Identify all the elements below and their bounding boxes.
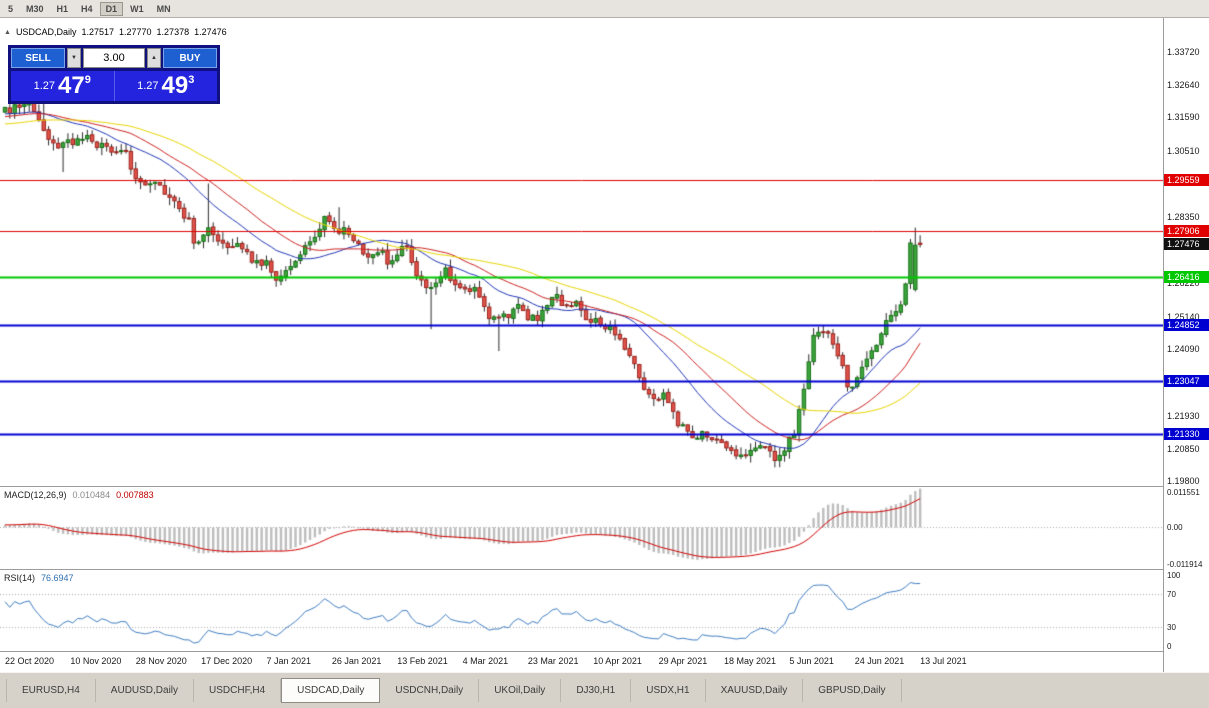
price-level-badge: 1.24852 bbox=[1164, 319, 1209, 332]
price-divider bbox=[113, 71, 115, 101]
x-axis-date-label: 24 Jun 2021 bbox=[854, 656, 905, 666]
pane-separator[interactable] bbox=[0, 569, 1209, 570]
y-axis-tick-label: 1.24090 bbox=[1167, 343, 1200, 354]
macd-signal-value: 0.007883 bbox=[116, 490, 154, 500]
y-axis-tick-label: 1.19800 bbox=[1167, 476, 1200, 487]
current-price-badge: 1.27476 bbox=[1164, 238, 1209, 251]
price-scale[interactable]: 1.33720 1.32640 1.31590 1.30510 1.28350 1.262… bbox=[1164, 18, 1209, 672]
sell-price-display[interactable]: 1.27 47 9 bbox=[11, 71, 114, 101]
ohlc-open-value: 1.27517 bbox=[81, 27, 114, 37]
one-click-trade-panel: SELL ▼ ▲ BUY 1.27 47 9 1.27 49 3 bbox=[8, 45, 220, 104]
chart-tab-ukoil-daily[interactable]: UKOil,Daily bbox=[479, 679, 562, 702]
chart-tab-audusd-daily[interactable]: AUDUSD,Daily bbox=[96, 679, 195, 702]
buy-price-pips: 49 bbox=[161, 72, 189, 99]
buy-price-prefix: 1.27 bbox=[137, 80, 159, 92]
chart-ohlc-header: ▲ USDCAD,Daily 1.27517 1.27770 1.27378 1… bbox=[4, 27, 227, 37]
x-axis-date-label: 13 Jul 2021 bbox=[920, 656, 967, 666]
y-axis-tick-label: 1.20850 bbox=[1167, 443, 1200, 454]
timeframe-button-mn[interactable]: MN bbox=[156, 3, 171, 14]
macd-scale-label: 0.011551 bbox=[1167, 488, 1200, 497]
y-axis-tick-label: 1.25140 bbox=[1167, 311, 1200, 322]
rsi-scale-label: 100 bbox=[1167, 571, 1181, 580]
chart-tab-dj30-h1[interactable]: DJ30,H1 bbox=[561, 679, 632, 702]
chart-tab-usdcnh-daily[interactable]: USDCNH,Daily bbox=[380, 679, 480, 702]
chart-tab-bar: EURUSD,H4 AUDUSD,Daily USDCHF,H4 USDCAD,Dai… bbox=[0, 672, 1209, 708]
volume-input[interactable] bbox=[83, 48, 145, 68]
sell-price-point: 9 bbox=[84, 74, 91, 86]
price-level-badge: 1.29559 bbox=[1164, 174, 1209, 187]
timeframe-button-h4[interactable]: H4 bbox=[81, 3, 93, 14]
x-axis-date-label: 22 Oct 2020 bbox=[5, 656, 55, 666]
chart-tab-gbpusd-daily[interactable]: GBPUSD,Daily bbox=[803, 679, 902, 702]
price-level-badge: 1.26416 bbox=[1164, 271, 1209, 284]
sell-button[interactable]: SELL bbox=[11, 48, 65, 68]
price-level-badge: 1.21330 bbox=[1164, 428, 1209, 441]
timeframe-button-w1[interactable]: W1 bbox=[130, 3, 144, 14]
chart-tab-usdchf-h4[interactable]: USDCHF,H4 bbox=[194, 679, 282, 702]
rsi-scale-label: 0 bbox=[1167, 642, 1172, 651]
one-click-toggle-icon[interactable]: ▲ bbox=[4, 28, 11, 36]
price-level-badge: 1.27906 bbox=[1164, 225, 1209, 238]
chart-symbol-label: USDCAD,Daily bbox=[15, 27, 77, 37]
timeframe-toolbar: 5 M30 H1 H4 D1 W1 MN bbox=[0, 0, 1209, 18]
x-axis-date-label: 13 Feb 2021 bbox=[397, 656, 448, 666]
volume-decrease-button[interactable]: ▼ bbox=[67, 48, 81, 68]
ohlc-close-value: 1.27476 bbox=[194, 27, 227, 37]
macd-scale-label: 0.00 bbox=[1167, 523, 1183, 533]
y-axis-tick-label: 1.33720 bbox=[1167, 46, 1200, 57]
y-axis-tick-label: 1.21930 bbox=[1167, 410, 1200, 421]
rsi-pane-canvas[interactable] bbox=[0, 570, 1163, 651]
timeframe-button-h1[interactable]: H1 bbox=[56, 3, 69, 14]
pane-separator[interactable] bbox=[0, 486, 1209, 487]
rsi-scale-label: 30 bbox=[1167, 622, 1176, 632]
sell-price-pips: 47 bbox=[58, 72, 85, 99]
macd-main-value: 0.010484 bbox=[72, 490, 111, 500]
buy-price-display[interactable]: 1.27 49 3 bbox=[115, 71, 218, 101]
rsi-scale-label: 70 bbox=[1167, 590, 1176, 600]
x-axis-date-label: 4 Mar 2021 bbox=[462, 656, 509, 666]
macd-header: MACD(12,26,9) 0.010484 0.007883 bbox=[4, 490, 154, 500]
x-axis-date-label: 17 Dec 2020 bbox=[201, 656, 253, 666]
x-axis-date-label: 26 Jan 2021 bbox=[331, 656, 382, 666]
y-axis-tick-label: 1.28350 bbox=[1167, 212, 1200, 223]
ohlc-low-value: 1.27378 bbox=[156, 27, 190, 37]
y-axis-tick-label: 1.32640 bbox=[1167, 79, 1200, 90]
ohlc-high-value: 1.27770 bbox=[119, 27, 152, 37]
x-axis-date-label: 10 Nov 2020 bbox=[70, 656, 122, 666]
rsi-title: RSI(14) bbox=[4, 573, 36, 583]
x-axis-date-label: 23 Mar 2021 bbox=[527, 656, 579, 666]
rsi-value: 76.6947 bbox=[41, 573, 74, 583]
y-axis-tick-label: 1.30510 bbox=[1167, 145, 1200, 156]
x-axis-date-label: 29 Apr 2021 bbox=[658, 656, 708, 666]
y-axis-tick-label: 1.31590 bbox=[1167, 112, 1200, 123]
time-axis[interactable]: 22 Oct 2020 10 Nov 2020 28 Nov 2020 17 Dec … bbox=[0, 652, 1163, 672]
buy-button[interactable]: BUY bbox=[163, 48, 217, 68]
x-axis-date-label: 28 Nov 2020 bbox=[135, 656, 187, 666]
scale-separator bbox=[1163, 18, 1164, 672]
timeframe-button-d1[interactable]: D1 bbox=[99, 1, 124, 16]
pane-separator bbox=[0, 651, 1209, 652]
x-axis-date-label: 10 Apr 2021 bbox=[593, 656, 642, 666]
volume-increase-button[interactable]: ▲ bbox=[147, 48, 161, 68]
chart-tab-usdx-h1[interactable]: USDX,H1 bbox=[631, 679, 706, 702]
x-axis-date-label: 5 Jun 2021 bbox=[789, 656, 834, 666]
chart-tab-xauusd-daily[interactable]: XAUUSD,Daily bbox=[706, 679, 804, 702]
timeframe-button-5[interactable]: 5 bbox=[8, 3, 14, 14]
timeframe-button-m30[interactable]: M30 bbox=[26, 3, 44, 14]
x-axis-date-label: 18 May 2021 bbox=[724, 656, 777, 666]
sell-price-prefix: 1.27 bbox=[33, 80, 56, 92]
buy-price-point: 3 bbox=[188, 74, 195, 86]
rsi-header: RSI(14) 76.6947 bbox=[4, 573, 74, 583]
macd-title: MACD(12,26,9) bbox=[4, 490, 67, 500]
macd-scale-label: -0.011914 bbox=[1167, 560, 1203, 569]
macd-pane-canvas[interactable] bbox=[0, 487, 1163, 569]
chart-tab-usdcad-daily[interactable]: USDCAD,Daily bbox=[281, 678, 381, 703]
chart-tab-eurusd-h4[interactable]: EURUSD,H4 bbox=[6, 679, 96, 702]
price-level-badge: 1.23047 bbox=[1164, 375, 1209, 388]
y-axis-tick-label: 1.26220 bbox=[1167, 278, 1200, 289]
x-axis-date-label: 7 Jan 2021 bbox=[266, 656, 311, 666]
